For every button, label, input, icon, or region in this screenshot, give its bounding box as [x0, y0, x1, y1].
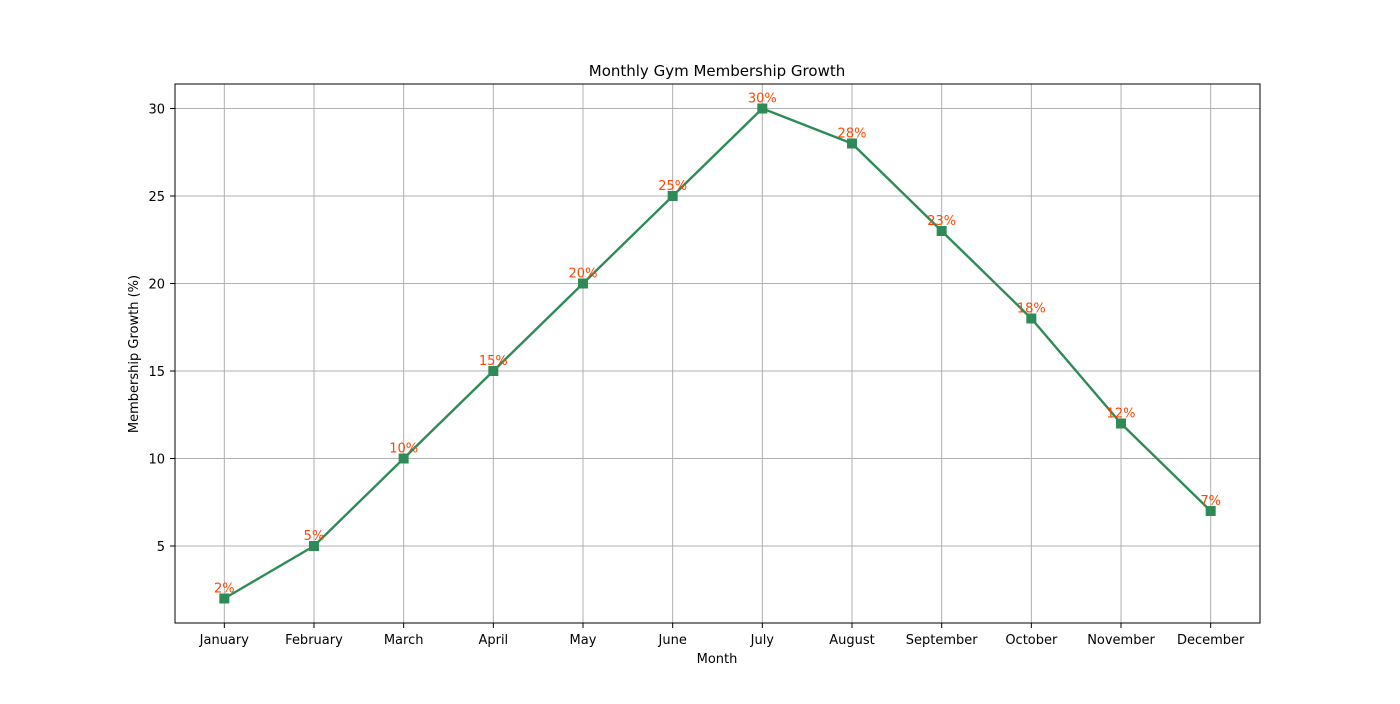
data-label: 12% — [1107, 407, 1136, 422]
data-point-marker — [1205, 506, 1216, 516]
data-label: 10% — [389, 442, 418, 457]
y-tick-label: 30 — [148, 103, 165, 118]
data-point-marker — [847, 138, 858, 149]
x-axis-label: Month — [697, 652, 738, 667]
x-tick-label: June — [658, 633, 687, 648]
y-tick-label: 20 — [148, 278, 165, 293]
data-point-marker — [1026, 313, 1037, 324]
grid-lines — [175, 84, 1260, 623]
data-label: 2% — [214, 582, 235, 597]
x-tick-label: February — [285, 633, 343, 648]
data-label: 7% — [1200, 494, 1221, 509]
x-tick-label: July — [750, 633, 775, 648]
series-line — [223, 107, 1212, 600]
data-point-marker — [219, 593, 230, 604]
x-tick-label: January — [199, 633, 250, 648]
chart-title: Monthly Gym Membership Growth — [589, 62, 845, 80]
data-label: 15% — [479, 354, 508, 369]
x-tick-label: April — [478, 633, 508, 648]
data-point-marker — [398, 453, 409, 464]
plot-frame — [174, 83, 1261, 624]
series-layer — [219, 103, 1216, 604]
data-label: 25% — [658, 179, 687, 194]
data-label: 5% — [304, 529, 325, 544]
x-tick-label: March — [384, 633, 424, 648]
data-point-marker — [667, 191, 678, 201]
data-label: 23% — [927, 214, 956, 229]
y-axis-label: Membership Growth (%) — [127, 275, 142, 433]
data-point-marker — [936, 226, 947, 236]
x-tick-label: October — [1005, 633, 1058, 648]
x-tick-label: August — [829, 633, 875, 648]
y-tick-label: 10 — [148, 453, 165, 468]
data-labels: 2% 5% 10% 15% 20% 25% 30% 28% 23% 18% 12% 7% — [214, 92, 1221, 597]
data-point-marker — [308, 541, 319, 551]
data-label: 30% — [748, 92, 777, 107]
y-tick-label: 5 — [157, 540, 165, 555]
x-tick-label: December — [1177, 633, 1245, 648]
y-tick-label: 25 — [148, 190, 165, 205]
data-label: 28% — [838, 127, 867, 142]
data-point-marker — [488, 366, 499, 376]
x-tick-label: May — [570, 633, 597, 648]
data-point-marker — [577, 278, 588, 289]
data-point-marker — [757, 103, 768, 114]
x-tick-label: November — [1087, 633, 1155, 648]
data-point-marker — [1116, 418, 1127, 429]
axes: January February March April May June July Augu… — [148, 83, 1261, 648]
x-tick-label: September — [906, 633, 979, 648]
data-label: 18% — [1017, 302, 1046, 317]
data-label: 20% — [569, 267, 598, 282]
y-tick-label: 15 — [148, 365, 165, 380]
